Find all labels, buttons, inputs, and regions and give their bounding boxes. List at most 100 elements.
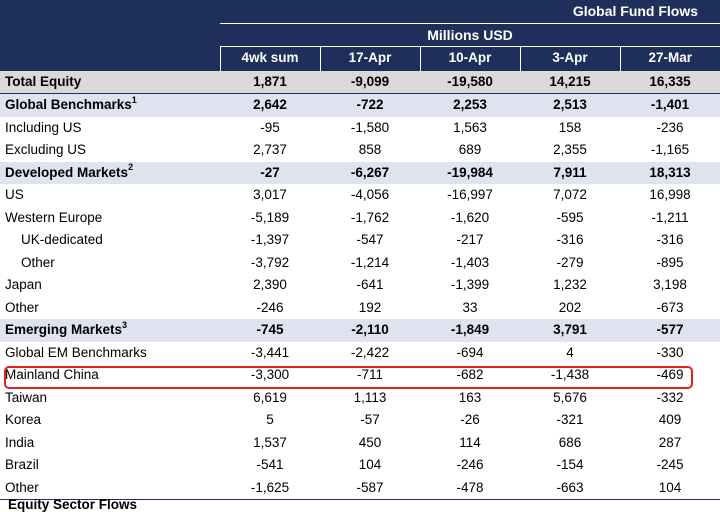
table-title: Global Fund Flows: [220, 0, 720, 23]
table-cell: -1,401: [620, 93, 720, 117]
row-label-text: India: [5, 434, 35, 450]
table-cell: 7,911: [520, 161, 620, 184]
table-row: Taiwan 6,619 1,113 163 5,676 -332: [0, 387, 720, 410]
table-cell: -1,403: [450, 254, 490, 270]
row-label-text: Brazil: [5, 457, 39, 473]
column-header-4wk-sum: 4wk sum: [219, 46, 320, 70]
table-header: Global Fund Flows Millions USD 4wk sum 1…: [0, 0, 720, 70]
table-cell: 33: [462, 299, 478, 315]
table-cell: -26: [460, 412, 480, 428]
row-label: US: [0, 184, 220, 207]
row-label: UK-dedicated: [0, 229, 220, 252]
table-cell: -641: [356, 277, 384, 293]
table-cell: 202: [558, 299, 582, 315]
table-cell: 1,113: [353, 389, 387, 405]
table-cell: -663: [520, 476, 620, 500]
table-cell: -236: [656, 119, 684, 135]
row-label: Other: [0, 476, 220, 500]
table-cell: -16,997: [447, 187, 493, 203]
table-cell: 858: [358, 142, 382, 158]
table-cell: 2,513: [520, 93, 620, 117]
fund-flows-table-container: Global Fund Flows Millions USD 4wk sum 1…: [0, 0, 720, 500]
row-label: Developed Markets2: [0, 161, 220, 184]
fund-flows-table: Global Fund Flows Millions USD 4wk sum 1…: [0, 0, 720, 500]
row-label: Including US: [0, 117, 220, 140]
table-cell: -316: [656, 232, 684, 248]
table-cell: 1,537: [253, 434, 287, 450]
table-cell: -3,792: [250, 254, 290, 270]
row-label: Brazil: [0, 454, 220, 477]
table-cell: 114: [459, 434, 481, 450]
row-label: Other: [0, 297, 220, 320]
header-corner: [0, 0, 220, 70]
table-cell: -673: [656, 299, 684, 315]
table-cell: 104: [620, 476, 720, 500]
table-cell: -1,397: [250, 232, 290, 248]
table-cell: -1,620: [450, 209, 490, 225]
row-label-text: Global Benchmarks: [5, 97, 132, 113]
table-cell: 4: [566, 344, 574, 360]
table-row: Total Equity 1,871 -9,099 -19,580 14,215 16,3…: [0, 69, 720, 94]
table-row: Korea 5 -57 -26 -321 409: [0, 409, 720, 432]
table-cell: 192: [358, 299, 382, 315]
table-cell: -4,056: [350, 187, 390, 203]
row-label-text: Other: [5, 479, 39, 495]
table-cell: -332: [656, 389, 684, 405]
row-label: Excluding US: [0, 139, 220, 162]
table-row: Japan 2,390 -641 -1,399 1,232 3,198: [0, 274, 720, 297]
table-cell: 686: [558, 434, 582, 450]
table-cell: -2,110: [320, 319, 420, 342]
row-label: Korea: [0, 409, 220, 432]
row-label-text: Japan: [5, 277, 42, 293]
table-cell: 16,335: [620, 69, 720, 94]
table-cell: 689: [458, 142, 482, 158]
row-label: Other: [0, 252, 220, 275]
table-cell: -245: [656, 457, 684, 473]
column-header-17-apr: 17-Apr: [319, 46, 420, 70]
table-cell: 163: [458, 389, 482, 405]
footnote-marker: 1: [131, 94, 137, 105]
column-header-27-mar: 27-Mar: [619, 46, 720, 70]
table-cell: -1,165: [650, 142, 690, 158]
table-cell: -27: [220, 161, 320, 184]
table-cell: -95: [260, 119, 280, 135]
row-label-text: Korea: [5, 412, 42, 428]
footnote-marker: 3: [122, 319, 128, 330]
table-cell: 6,619: [253, 389, 287, 405]
row-label-text: Other: [5, 299, 39, 315]
table-cell: 2,390: [253, 277, 287, 293]
table-row: Emerging Markets3 -745 -2,110 -1,849 3,791 -5…: [0, 319, 720, 342]
row-label-text: Including US: [5, 119, 82, 135]
table-row: Mainland China -3,300 -711 -682 -1,438 -469: [0, 364, 720, 387]
row-label: Western Europe: [0, 207, 220, 230]
row-label: India: [0, 432, 220, 455]
table-cell: 287: [658, 434, 682, 450]
table-cell: -6,267: [320, 161, 420, 184]
table-cell: 2,253: [420, 93, 520, 117]
table-cell: -1,214: [350, 254, 390, 270]
table-cell: -246: [456, 457, 484, 473]
table-row: Global Benchmarks1 2,642 -722 2,253 2,513 -1,…: [0, 93, 720, 117]
table-cell: -3,441: [250, 344, 290, 360]
table-cell: -895: [656, 254, 684, 270]
column-header-10-apr: 10-Apr: [419, 46, 520, 70]
row-label-text: US: [5, 187, 24, 203]
table-cell: 2,355: [553, 142, 587, 158]
row-label-text: Excluding US: [5, 142, 87, 158]
table-cell: 14,215: [520, 69, 620, 94]
table-body: Total Equity 1,871 -9,099 -19,580 14,215 16,3…: [0, 69, 720, 500]
table-cell: -1,580: [350, 119, 390, 135]
table-cell: -547: [356, 232, 384, 248]
table-cell: -154: [556, 457, 584, 473]
table-cell: 2,737: [253, 142, 287, 158]
row-label-text: UK-dedicated: [21, 232, 103, 248]
row-label-text: Taiwan: [5, 389, 48, 405]
table-cell: 1,232: [553, 277, 587, 293]
table-cell: 5: [266, 412, 274, 428]
table-cell: -711: [356, 367, 384, 383]
table-cell: 3,791: [520, 319, 620, 342]
table-row: Excluding US 2,737 858 689 2,355 -1,165: [0, 139, 720, 162]
row-label: Japan: [0, 274, 220, 297]
table-cell: 409: [658, 412, 682, 428]
table-cell: -2,422: [350, 344, 390, 360]
